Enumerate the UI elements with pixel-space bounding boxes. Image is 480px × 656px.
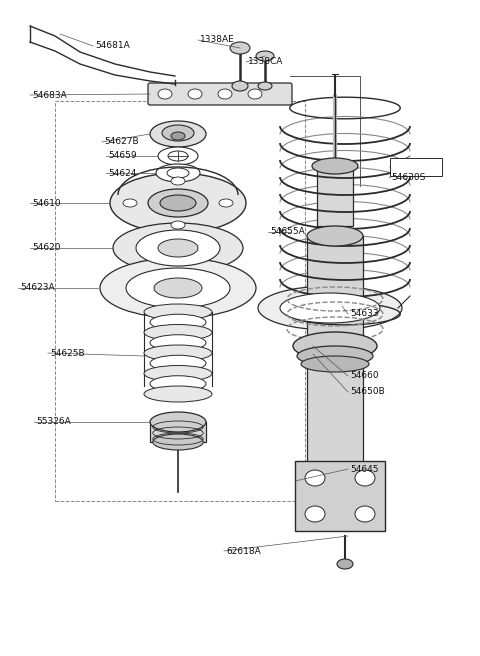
Ellipse shape — [150, 356, 206, 371]
Ellipse shape — [123, 199, 137, 207]
Ellipse shape — [160, 195, 196, 211]
Ellipse shape — [154, 278, 202, 298]
Ellipse shape — [230, 42, 250, 54]
Ellipse shape — [219, 199, 233, 207]
Text: 54683A: 54683A — [32, 91, 67, 100]
Ellipse shape — [305, 506, 325, 522]
Ellipse shape — [162, 125, 194, 141]
Text: 54610: 54610 — [32, 199, 60, 207]
Ellipse shape — [307, 463, 363, 479]
Bar — [390, 158, 442, 176]
Ellipse shape — [144, 345, 212, 361]
Text: 54633: 54633 — [350, 310, 379, 319]
Bar — [150, 422, 206, 442]
Bar — [295, 461, 385, 531]
Bar — [55, 101, 305, 501]
Ellipse shape — [110, 173, 246, 233]
Ellipse shape — [150, 335, 206, 351]
Ellipse shape — [258, 82, 272, 90]
Ellipse shape — [136, 230, 220, 266]
Ellipse shape — [171, 132, 185, 140]
Ellipse shape — [301, 356, 369, 372]
Ellipse shape — [144, 365, 212, 382]
Text: 55326A: 55326A — [36, 417, 71, 426]
Ellipse shape — [232, 81, 248, 91]
Ellipse shape — [144, 386, 212, 402]
Text: 54645: 54645 — [350, 464, 379, 474]
Ellipse shape — [167, 168, 189, 178]
Ellipse shape — [171, 221, 185, 229]
Ellipse shape — [218, 89, 232, 99]
Bar — [317, 166, 353, 226]
Ellipse shape — [305, 470, 325, 486]
Ellipse shape — [355, 506, 375, 522]
Text: 1338AE: 1338AE — [200, 35, 235, 45]
Ellipse shape — [148, 189, 208, 217]
Text: 54620: 54620 — [32, 243, 60, 253]
Ellipse shape — [297, 346, 373, 366]
Bar — [307, 236, 363, 471]
Text: 54659: 54659 — [108, 152, 137, 161]
Text: 54630S: 54630S — [391, 173, 425, 182]
Text: 54681A: 54681A — [95, 41, 130, 51]
Ellipse shape — [126, 268, 230, 308]
Ellipse shape — [158, 239, 198, 257]
Ellipse shape — [100, 258, 256, 318]
Text: 54660: 54660 — [350, 371, 379, 380]
Ellipse shape — [144, 304, 212, 320]
Ellipse shape — [150, 376, 206, 392]
Ellipse shape — [150, 121, 206, 147]
Text: 1338CA: 1338CA — [248, 58, 283, 66]
Text: 54627B: 54627B — [104, 138, 139, 146]
Text: 54625B: 54625B — [50, 348, 84, 358]
Ellipse shape — [171, 177, 185, 185]
FancyBboxPatch shape — [148, 83, 292, 105]
Ellipse shape — [150, 412, 206, 432]
Text: 54655A: 54655A — [270, 228, 305, 237]
Text: 62618A: 62618A — [226, 546, 261, 556]
Text: 54624: 54624 — [108, 169, 136, 178]
Ellipse shape — [312, 158, 358, 174]
Ellipse shape — [293, 332, 377, 360]
Ellipse shape — [280, 293, 380, 323]
Text: 54623A: 54623A — [20, 283, 55, 293]
Ellipse shape — [256, 51, 274, 61]
Text: 54650B: 54650B — [350, 388, 385, 396]
Ellipse shape — [156, 164, 200, 182]
Ellipse shape — [113, 223, 243, 273]
Ellipse shape — [307, 226, 363, 246]
Ellipse shape — [355, 470, 375, 486]
Ellipse shape — [158, 147, 198, 165]
Ellipse shape — [144, 325, 212, 340]
Ellipse shape — [153, 434, 203, 450]
Ellipse shape — [248, 89, 262, 99]
Ellipse shape — [258, 286, 402, 330]
Ellipse shape — [337, 559, 353, 569]
Ellipse shape — [158, 89, 172, 99]
Ellipse shape — [168, 151, 188, 161]
Ellipse shape — [188, 89, 202, 99]
Ellipse shape — [150, 314, 206, 330]
